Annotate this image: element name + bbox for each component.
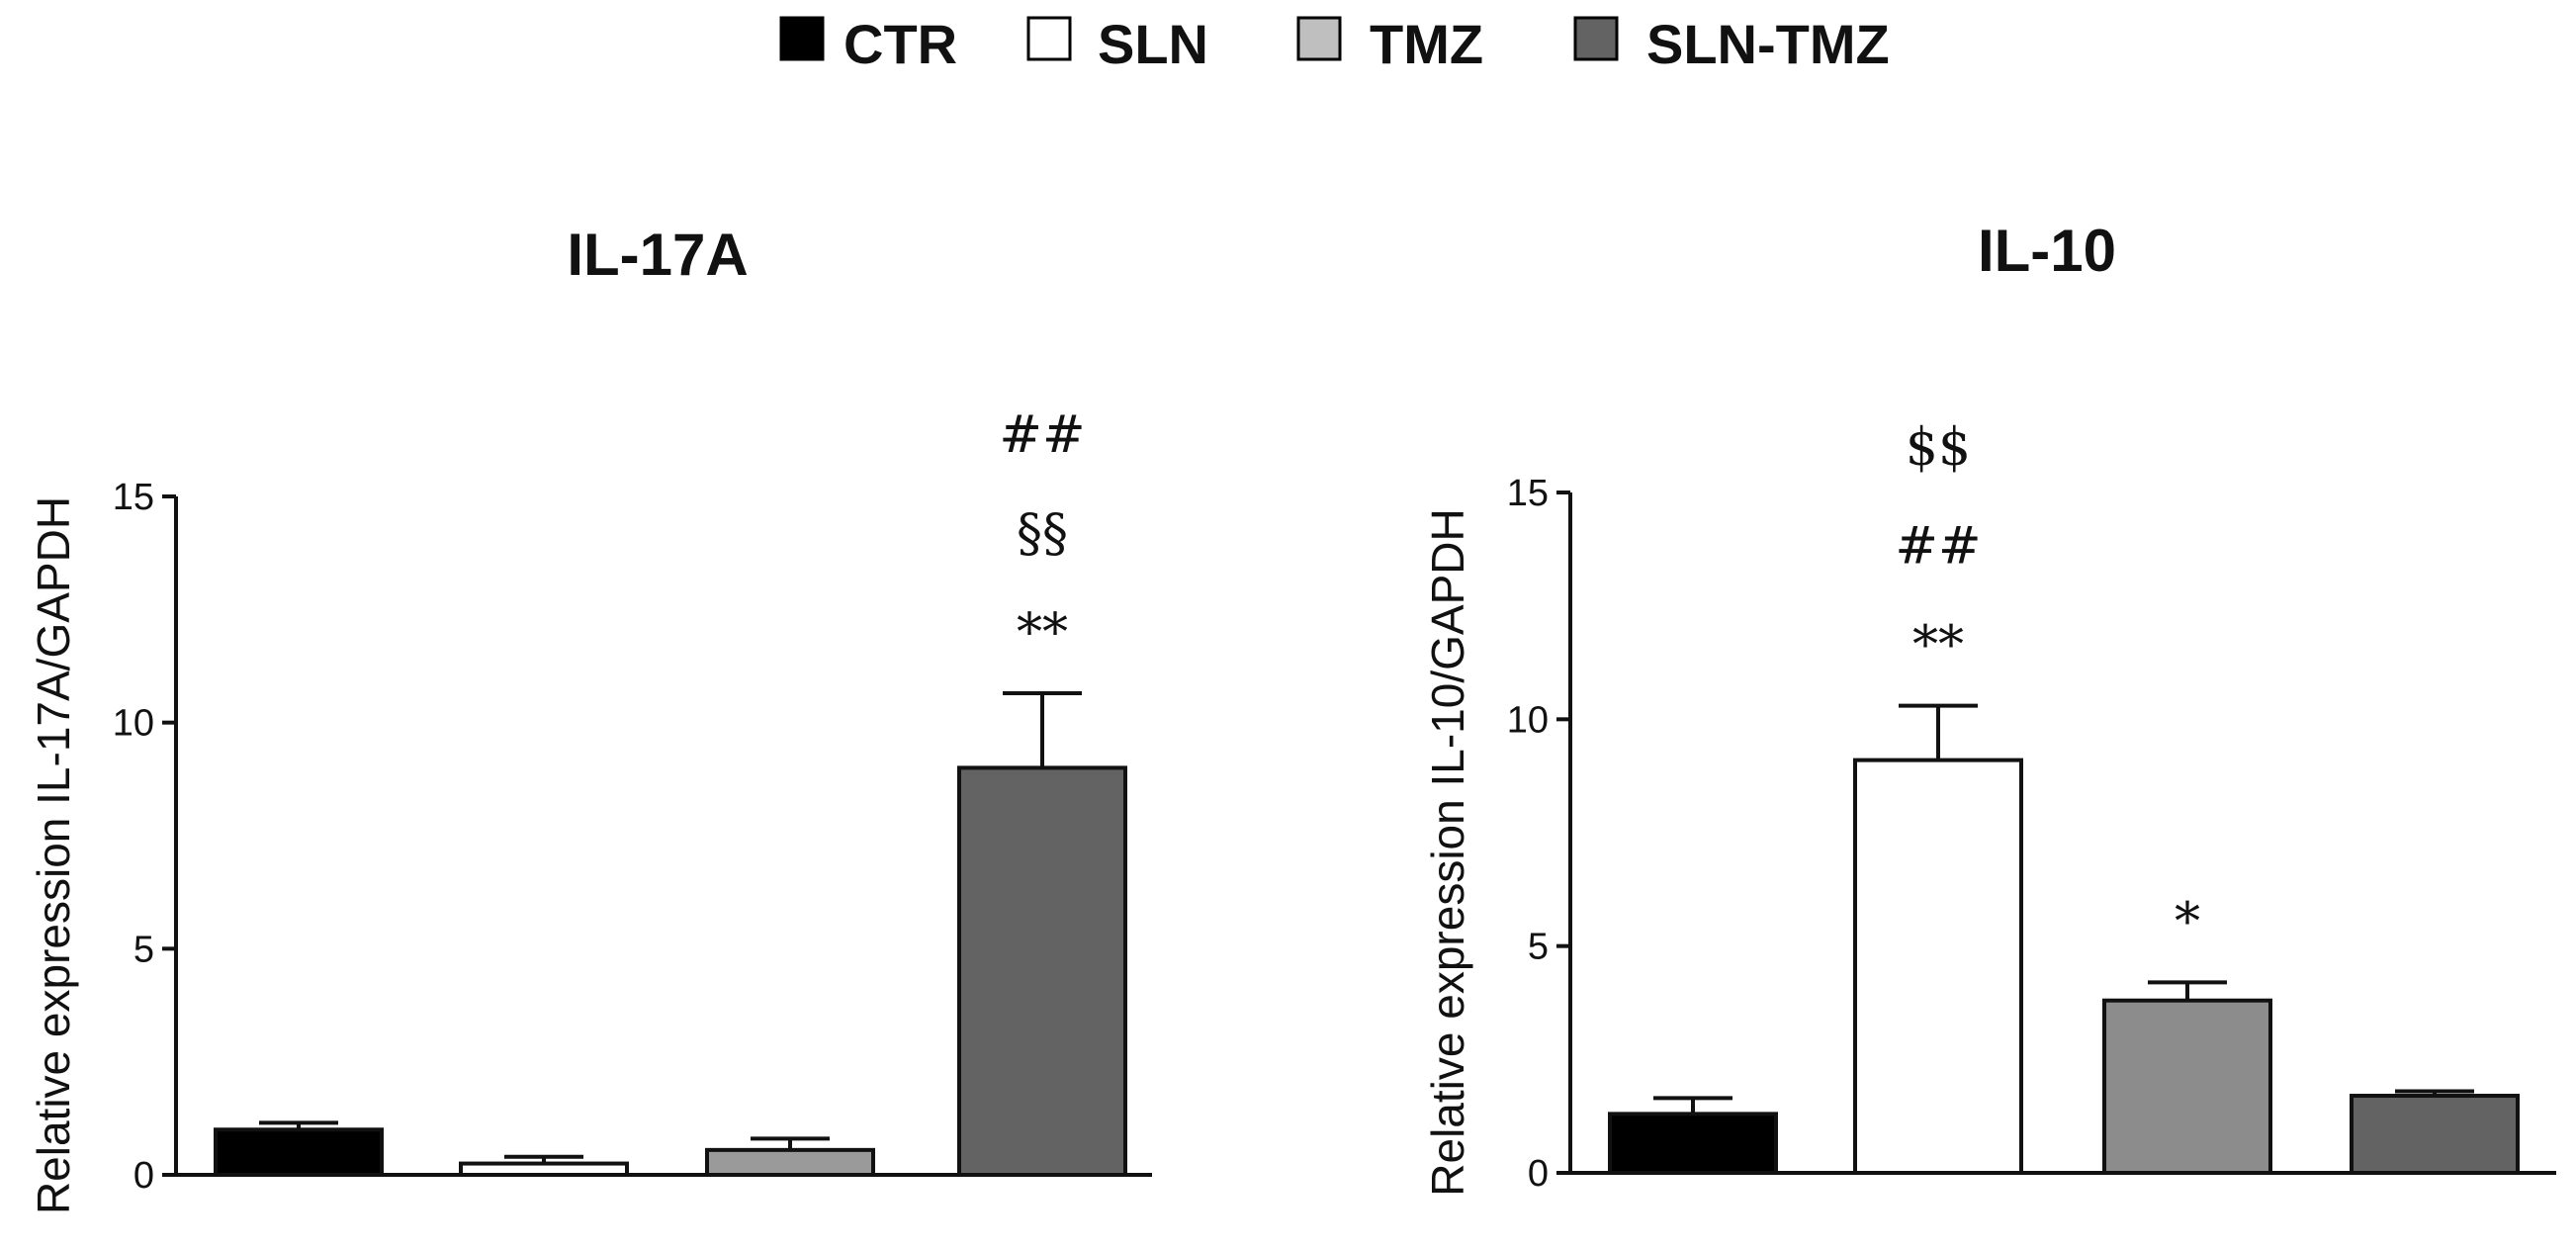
- bar-sln-tmz: [2350, 1094, 2520, 1175]
- legend-item-ctr: CTR: [779, 13, 957, 75]
- y-tick-label: 10: [113, 703, 154, 745]
- legend-label-ctr: CTR: [844, 13, 957, 75]
- significance-label: $$: [1906, 418, 1971, 478]
- significance-label: §§: [1017, 504, 1068, 564]
- y-tick-label: 0: [1528, 1153, 1549, 1195]
- significance-label: *: [2175, 892, 2200, 951]
- legend-item-sln: SLN: [1026, 13, 1208, 75]
- bar-ctr: [1608, 1112, 1778, 1175]
- significance-label: ##: [1895, 517, 1981, 577]
- y-tick-label: 5: [1528, 927, 1549, 968]
- legend-label-sln: SLN: [1098, 13, 1208, 75]
- legend-item-sln-tmz: SLN-TMZ: [1573, 13, 1890, 75]
- chart-il-17a: IL-17A Relative expression IL-17A/GAPDH 0 5…: [28, 222, 1152, 1214]
- legend-swatch-sln-tmz: [1573, 16, 1619, 61]
- legend: CTR SLN TMZ SLN-TMZ: [779, 13, 1890, 75]
- bar-sln-tmz: [957, 765, 1127, 1178]
- legend-item-tmz: TMZ: [1296, 13, 1483, 75]
- significance-label: ##: [999, 405, 1085, 465]
- legend-swatch-tmz: [1296, 16, 1342, 61]
- y-tick-label: 15: [113, 477, 154, 518]
- chart-title: IL-10: [1978, 218, 2116, 284]
- chart-il-10: IL-10 Relative expression IL-10/GAPDH 0 5 10…: [1422, 218, 2556, 1197]
- chart-title: IL-17A: [567, 222, 748, 288]
- bar-ctr: [214, 1127, 384, 1178]
- y-tick-label: 15: [1507, 473, 1549, 514]
- y-tick-label: 5: [133, 929, 154, 970]
- significance-label: **: [1017, 603, 1068, 663]
- significance-label: **: [1912, 616, 1964, 675]
- bar-sln: [1853, 758, 2023, 1175]
- y-tick-label: 10: [1507, 699, 1549, 741]
- legend-label-sln-tmz: SLN-TMZ: [1646, 13, 1890, 75]
- bar-sln: [459, 1161, 629, 1177]
- bar-tmz: [705, 1147, 875, 1178]
- bar-tmz: [2102, 998, 2272, 1175]
- legend-label-tmz: TMZ: [1370, 13, 1483, 75]
- legend-swatch-sln: [1026, 16, 1072, 61]
- y-axis-label: Relative expression IL-17A/GAPDH: [28, 496, 79, 1214]
- y-axis-label: Relative expression IL-10/GAPDH: [1422, 508, 1473, 1196]
- y-tick-label: 0: [133, 1155, 154, 1197]
- legend-swatch-ctr: [779, 16, 825, 61]
